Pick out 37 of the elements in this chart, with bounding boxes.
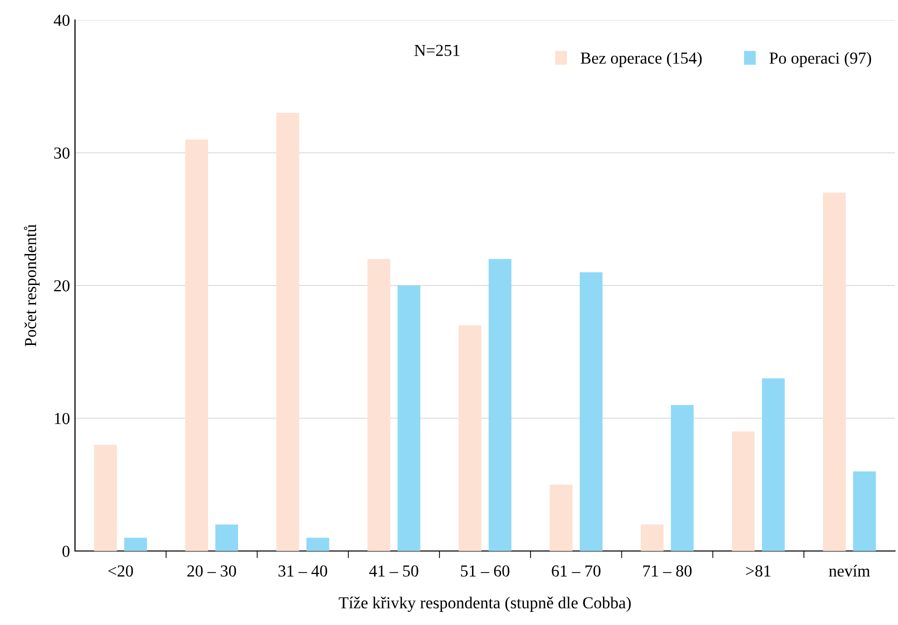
- bar: [306, 538, 330, 551]
- bar: [215, 524, 238, 551]
- y-tick-label: 20: [54, 280, 70, 292]
- y-axis-title: Počet respondentů: [24, 224, 40, 346]
- y-tick-label: 10: [54, 412, 70, 424]
- y-tick-label: 0: [62, 546, 70, 557]
- bar: [398, 286, 420, 551]
- bar: [762, 378, 785, 551]
- x-tick-label: 71 – 80: [643, 565, 692, 577]
- x-tick-label: nevím: [829, 564, 870, 577]
- bar: [185, 139, 208, 551]
- bar: [488, 258, 512, 551]
- bar: [458, 325, 482, 551]
- bar: [640, 524, 664, 551]
- bar: [94, 444, 117, 551]
- bar: [732, 432, 755, 551]
- x-tick-label: 41 – 50: [369, 565, 418, 577]
- bar: [853, 471, 876, 551]
- y-tick-label: 40: [54, 14, 70, 26]
- x-tick-label: 61 – 70: [552, 565, 600, 577]
- x-tick-label: 51 – 60: [460, 565, 510, 577]
- bar: [670, 404, 694, 551]
- legend-label: Po operaci (97): [770, 52, 872, 68]
- bar: [124, 538, 147, 551]
- bar: [580, 272, 603, 551]
- y-tick-label: 30: [54, 147, 70, 159]
- bar: [550, 484, 572, 551]
- x-tick-label: <20: [108, 565, 133, 577]
- annotation: N=251: [414, 44, 460, 56]
- bar: [823, 192, 846, 551]
- x-tick-label: 31 – 40: [278, 565, 328, 577]
- bar: [276, 112, 300, 551]
- bar: [367, 258, 390, 551]
- x-axis-title: Tíže křivky respondenta (stupně dle Cobba): [338, 596, 631, 612]
- x-tick-label: >81: [746, 565, 770, 577]
- x-tick-label: 20 – 30: [187, 565, 236, 577]
- legend-label: Bez operace (154): [580, 52, 702, 68]
